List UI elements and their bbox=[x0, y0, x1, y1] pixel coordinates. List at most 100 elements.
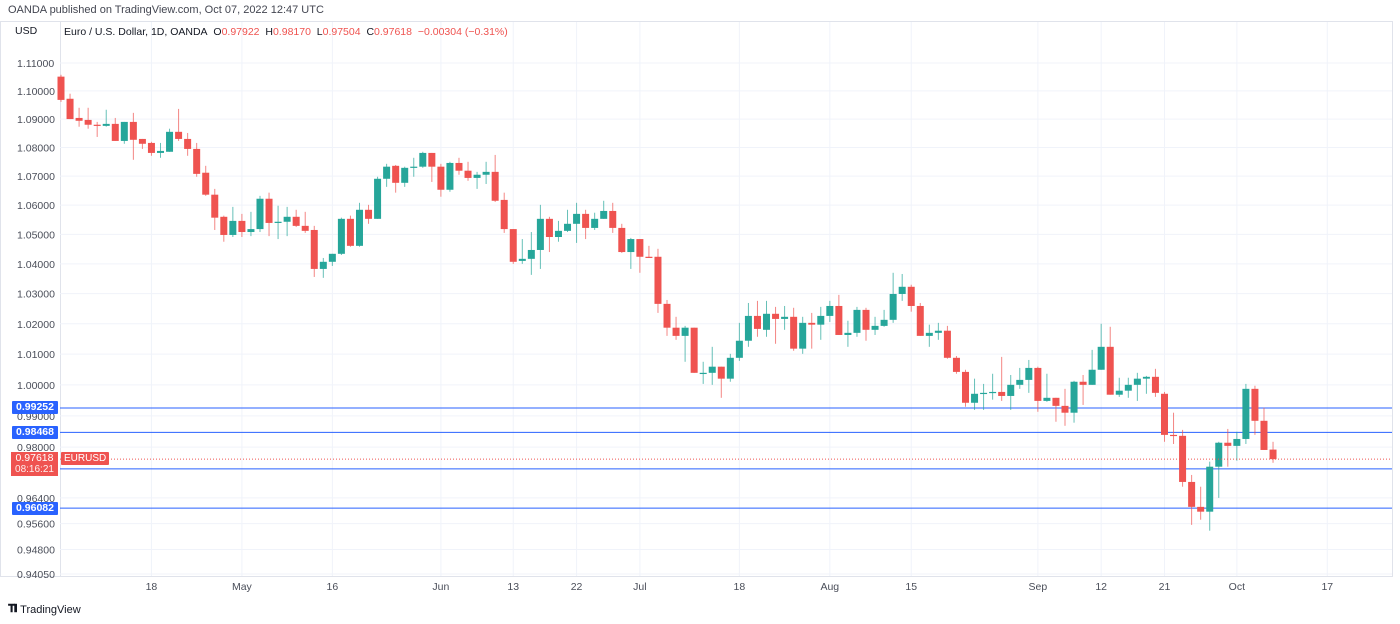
candle-body bbox=[220, 216, 228, 235]
candle-body bbox=[102, 123, 110, 126]
candle-body bbox=[346, 218, 354, 246]
candle-up bbox=[247, 211, 255, 237]
candle-up bbox=[744, 302, 752, 347]
candle-body bbox=[355, 209, 363, 246]
candle-body bbox=[202, 172, 210, 195]
currency-label: USD bbox=[15, 25, 38, 37]
candle-down bbox=[265, 192, 273, 237]
candle-body bbox=[175, 131, 183, 139]
footer[interactable]: 𝐓❙ TradingView bbox=[8, 603, 81, 616]
close-value: 0.97618 bbox=[374, 26, 412, 38]
candle-body bbox=[419, 152, 427, 167]
candle-body bbox=[744, 315, 752, 341]
candle-up bbox=[708, 346, 716, 385]
x-tick-label: 22 bbox=[571, 581, 583, 593]
candle-up bbox=[934, 322, 942, 340]
candle-down bbox=[491, 154, 499, 202]
candle-body bbox=[1016, 379, 1024, 385]
candle-down bbox=[808, 312, 816, 349]
candle-body bbox=[817, 315, 825, 325]
candle-up bbox=[1142, 375, 1150, 394]
candle-up bbox=[627, 237, 635, 269]
candle-body bbox=[889, 293, 897, 320]
candle-up bbox=[274, 205, 282, 240]
candle-body bbox=[636, 239, 644, 257]
horizontal-price-lines[interactable] bbox=[60, 407, 1392, 509]
candle-body bbox=[274, 221, 282, 223]
candle-down bbox=[93, 121, 101, 137]
y-tick-label: 0.94050 bbox=[17, 569, 55, 581]
candle-body bbox=[337, 218, 345, 254]
candle-body bbox=[609, 210, 617, 228]
time-axis: 18 May 16 Jun 13 22 Jul 18 Aug 15 Sep 12 21 Oct 17 bbox=[146, 581, 1334, 593]
candle-down bbox=[753, 300, 761, 337]
candle-down bbox=[943, 325, 951, 359]
candle-body bbox=[1106, 346, 1114, 395]
candle-body bbox=[934, 330, 942, 333]
candle-body bbox=[699, 372, 707, 375]
candle-down bbox=[1188, 474, 1196, 525]
candle-body bbox=[365, 209, 373, 219]
candle-up bbox=[283, 206, 291, 237]
candle-body bbox=[989, 391, 997, 394]
candle-up bbox=[1133, 372, 1141, 401]
candle-body bbox=[663, 303, 671, 328]
candle-body bbox=[1070, 381, 1078, 413]
y-tick-label: 0.98000 bbox=[17, 442, 55, 454]
candle-down bbox=[717, 366, 725, 398]
candle-body bbox=[238, 220, 246, 233]
candle-up bbox=[383, 163, 391, 187]
candle-down bbox=[292, 209, 300, 228]
x-tick-label: May bbox=[232, 581, 253, 593]
candle-body bbox=[681, 327, 689, 336]
x-tick-label: Jul bbox=[633, 581, 646, 593]
candle-body bbox=[853, 309, 861, 333]
candle-body bbox=[1151, 376, 1159, 393]
candle-down bbox=[862, 307, 870, 341]
candle-up bbox=[1124, 377, 1132, 398]
candle-body bbox=[536, 218, 544, 250]
candle-body bbox=[862, 309, 870, 330]
candle-down bbox=[138, 138, 146, 149]
x-tick-label: 18 bbox=[146, 581, 158, 593]
candle-down bbox=[147, 141, 155, 156]
candle-body bbox=[156, 150, 164, 153]
candle-up bbox=[1206, 461, 1214, 531]
candle-body bbox=[138, 138, 146, 144]
candle-down bbox=[672, 316, 680, 340]
candle-body bbox=[726, 357, 734, 379]
candle-down bbox=[75, 107, 83, 127]
candle-up bbox=[989, 373, 997, 400]
candle-up bbox=[374, 176, 382, 219]
candle-body bbox=[292, 216, 300, 226]
candle-body bbox=[193, 148, 201, 174]
candle-down bbox=[790, 307, 798, 351]
candle-body bbox=[509, 229, 517, 262]
candle-up bbox=[871, 316, 879, 335]
candle-up bbox=[482, 161, 490, 184]
candle-body bbox=[75, 117, 83, 121]
candle-up bbox=[591, 212, 599, 230]
candle-body bbox=[1088, 369, 1096, 385]
candle-body bbox=[229, 220, 237, 235]
candle-down bbox=[582, 209, 590, 240]
brand-name: TradingView bbox=[20, 603, 81, 616]
candle-body bbox=[627, 239, 635, 253]
candle-body bbox=[310, 229, 318, 269]
candle-up bbox=[1016, 367, 1024, 389]
candle-up bbox=[355, 202, 363, 247]
candle-body bbox=[591, 218, 599, 228]
candle-up bbox=[1043, 373, 1051, 402]
candle-body bbox=[1142, 376, 1150, 379]
symbol-tag: EURUSD bbox=[61, 452, 110, 466]
candle-body bbox=[455, 162, 463, 171]
candle-body bbox=[925, 332, 933, 336]
candle-body bbox=[645, 256, 653, 258]
candle-down bbox=[1170, 412, 1178, 444]
candle-body bbox=[835, 305, 843, 335]
candle-up bbox=[337, 217, 345, 255]
publication-info: OANDA published on TradingView.com, Oct … bbox=[8, 4, 324, 16]
bar-countdown: 08:16:21 bbox=[15, 464, 54, 476]
candle-down bbox=[301, 211, 309, 233]
